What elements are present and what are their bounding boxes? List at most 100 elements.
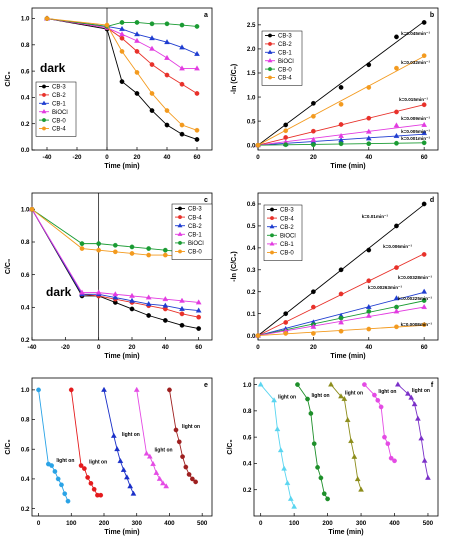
data-point [394,34,399,40]
y-tick-label: 0.2 [247,289,256,296]
x-axis-label: Time (min) [104,353,139,360]
series-5: light on [394,381,431,480]
data-point [112,249,118,255]
data-point [421,201,427,207]
legend-item: CB-2 [267,223,294,231]
data-point [162,302,169,308]
y-tick-label: 0.6 [21,446,30,453]
legend-label: BiOCl [278,59,294,65]
data-point [68,387,74,393]
data-point [143,450,150,456]
legend-marker [268,75,272,80]
data-point [112,242,118,248]
data-point [283,135,289,140]
data-point [117,457,124,464]
legend-item: BiOCl [267,233,296,240]
series-cb-2: k=0.00328min⁻¹ [255,275,432,338]
data-point [393,308,400,314]
rate-constant-label: k=0.009min⁻¹ [401,116,430,121]
light-on-label: light on [122,432,140,438]
x-tick-label: 500 [197,520,208,527]
panel-label: b [430,12,434,19]
x-tick-label: 60 [194,154,201,161]
y-tick-label: 0.3 [247,267,256,274]
data-point [162,252,168,258]
y-tick-label: 0.8 [21,239,30,246]
data-point [283,122,289,128]
data-point [95,289,102,295]
y-tick-label: 0.4 [21,476,30,483]
series-line [46,18,198,140]
legend-label: CB-2 [278,42,292,48]
y-tick-label: 0.2 [21,337,30,344]
data-point [119,79,125,84]
data-point [366,62,372,68]
data-point [179,131,185,137]
legend-marker [178,249,182,254]
data-point [366,115,372,121]
legend-marker [270,216,274,221]
data-point [194,65,200,71]
y-tick-label: 0.6 [247,201,256,208]
legend-marker [177,231,183,236]
x-tick-label: 40 [164,154,171,161]
legend-label: CB-0 [188,250,202,256]
series-cb-4: k=0.032min⁻¹ [255,53,430,148]
series-line [297,384,328,500]
legend-marker [42,84,46,89]
legend-label: CB-0 [52,118,66,124]
data-point [194,50,200,56]
data-point [119,25,125,31]
legend-item: CB-1 [175,231,202,239]
data-point [284,480,291,486]
x-axis-label: Time (min) [328,529,363,536]
y-tick-label: 0.4 [247,245,256,252]
series-line [46,18,198,27]
y-tick-label: 0.6 [243,434,252,441]
y-tick-label: 1.0 [243,382,252,389]
x-tick-label: 200 [322,520,333,527]
data-point [101,386,107,392]
legend-label: CB-4 [280,216,294,222]
x-tick-label: 400 [389,520,400,527]
x-tick-label: 0 [97,344,101,351]
data-point [190,476,195,482]
data-point [173,427,179,433]
legend-marker [42,118,46,123]
data-point [311,441,317,447]
series-line [136,389,167,487]
series-cb-0: k=0.001min⁻¹ [255,136,430,148]
data-point [366,85,372,90]
data-point [274,426,281,432]
data-point [328,381,334,387]
x-tick-label: 40 [365,154,372,161]
data-point [351,453,358,459]
data-point [283,142,289,148]
data-point [29,206,35,212]
data-point [149,45,155,51]
data-point [421,322,427,327]
data-point [91,486,97,492]
legend-label: CB-0 [278,67,292,73]
legend-marker [178,206,182,211]
legend-item: CB-4 [265,75,292,82]
data-point [85,475,90,480]
data-point [160,480,166,486]
x-tick-label: 0 [256,154,260,161]
data-point [405,390,411,396]
x-axis-label: Time (min) [104,163,139,170]
data-point [421,102,427,108]
legend-label: CB-3 [280,208,294,214]
data-point [146,252,152,258]
data-point [193,479,198,485]
data-point [164,122,170,128]
data-point [338,319,344,325]
legend-item: CB-2 [39,92,66,99]
x-tick-label: 500 [423,520,434,527]
data-point [365,128,372,134]
data-point [82,466,87,471]
legend-item: CB-0 [267,250,294,257]
legend-marker [269,241,275,246]
data-point [146,313,152,318]
data-point [394,109,399,115]
